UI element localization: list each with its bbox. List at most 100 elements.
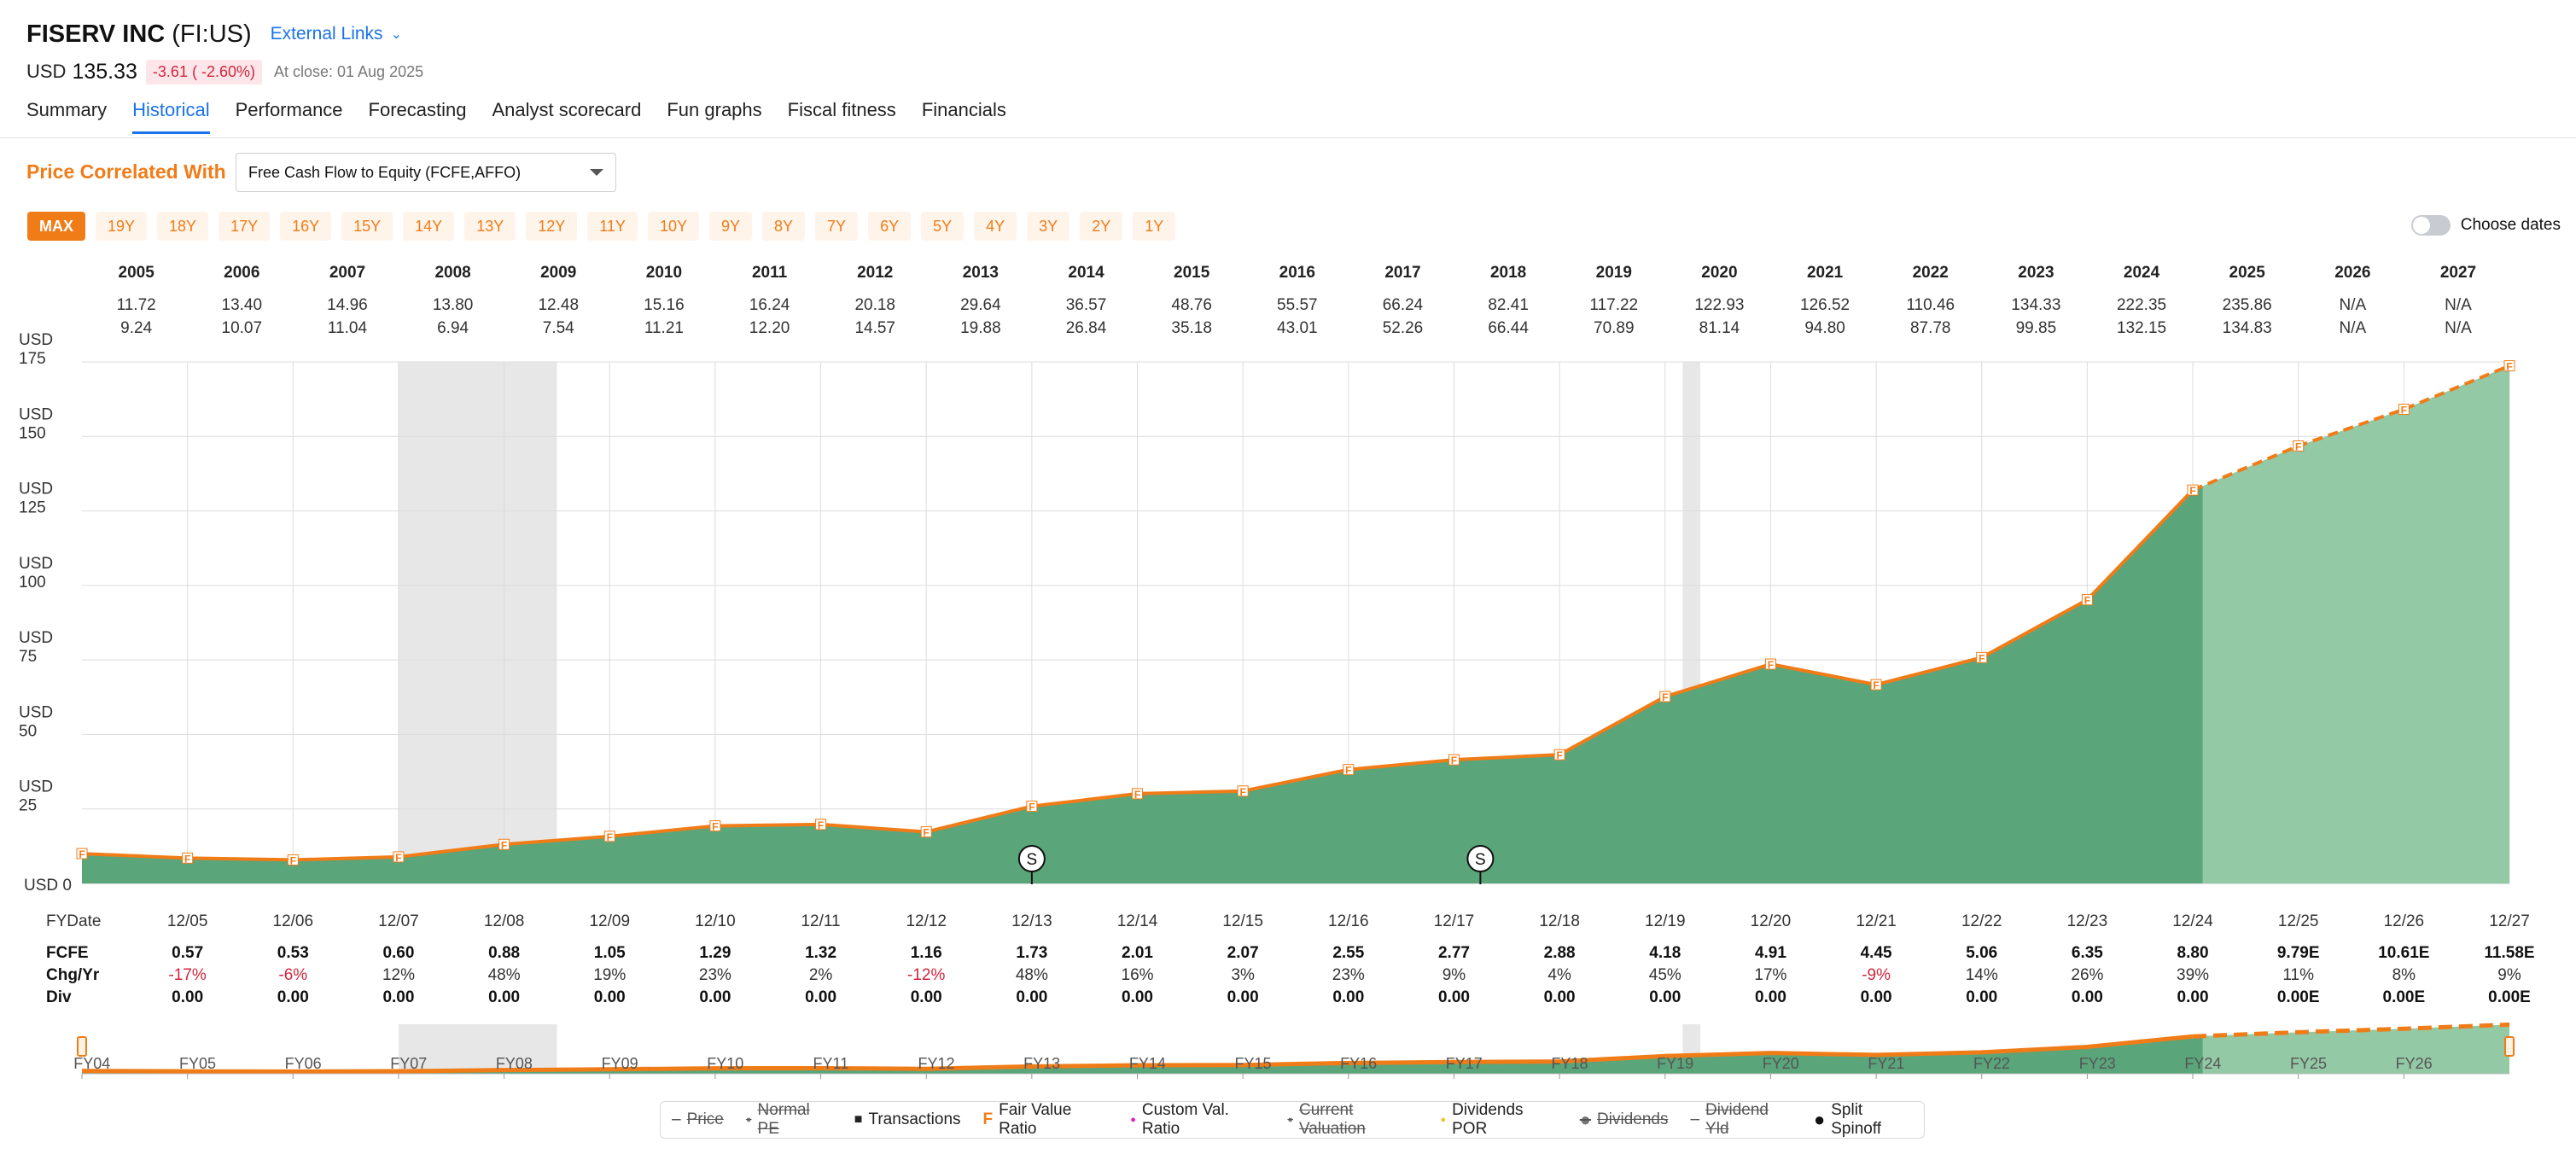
external-links-dropdown[interactable]: External Links ⌄	[271, 24, 402, 44]
fy-row-label: FYDate	[46, 912, 101, 930]
year-column-header: 2021	[1807, 264, 1844, 282]
legend-label: Current Valuation	[1299, 1101, 1366, 1138]
legend-custom-val-ratio[interactable]: ● Custom Val. Ratio	[1130, 1101, 1265, 1139]
fcfe-value: 1.73	[1016, 944, 1047, 962]
price-high-value: 20.18	[854, 296, 895, 314]
price-high-value: 36.57	[1066, 296, 1107, 314]
chg-yr-value: 9%	[1442, 966, 1466, 984]
tab-forecasting[interactable]: Forecasting	[368, 99, 467, 120]
price-high-value: 11.72	[117, 296, 156, 314]
tab-summary[interactable]: Summary	[26, 99, 108, 120]
y-tick-currency: USD	[19, 629, 53, 647]
range-button-19y[interactable]: 19Y	[96, 212, 148, 241]
legend-fair-value-ratio[interactable]: F Fair Value Ratio	[983, 1101, 1109, 1139]
fcfe-value: 2.01	[1122, 944, 1153, 962]
correlation-select[interactable]: Free Cash Flow to Equity (FCFE,AFFO)	[236, 153, 616, 192]
range-button-16y[interactable]: 16Y	[280, 212, 332, 241]
year-column-header: 2012	[857, 264, 893, 282]
tab-fun-graphs[interactable]: Fun graphs	[667, 99, 762, 120]
fair-value-area-estimate	[2202, 365, 2509, 884]
tab-historical[interactable]: Historical	[132, 96, 210, 134]
fy-date-label: 12/14	[1117, 912, 1158, 930]
legend-price[interactable]: – Price	[672, 1110, 724, 1129]
navigator-year-label: FY22	[1973, 1055, 2010, 1072]
price-low-value: 87.78	[1910, 319, 1951, 337]
tab-fiscal-fitness[interactable]: Fiscal fitness	[787, 99, 896, 120]
div-value: 0.00	[699, 988, 731, 1006]
tab-financials[interactable]: Financials	[921, 99, 1006, 120]
range-button-3y[interactable]: 3Y	[1027, 212, 1070, 241]
fy-date-label: 12/24	[2172, 912, 2213, 930]
chg-yr-value: 48%	[1016, 966, 1048, 984]
range-button-14y[interactable]: 14Y	[403, 212, 455, 241]
price-row: USD 135.33 -3.61 ( -2.60%) At close: 01 …	[26, 56, 423, 87]
div-value: 0.00	[172, 988, 203, 1006]
legend-label: Price	[686, 1110, 724, 1128]
div-value: 0.00	[2177, 988, 2209, 1006]
year-column-header: 2013	[963, 264, 999, 282]
range-button-4y[interactable]: 4Y	[974, 212, 1017, 241]
chevron-down-icon: ⌄	[390, 27, 402, 42]
legend-dot-icon: ●	[1440, 1115, 1447, 1125]
range-button-1y[interactable]: 1Y	[1133, 212, 1176, 241]
chg-yr-value: -9%	[1862, 966, 1891, 984]
range-button-11y[interactable]: 11Y	[587, 212, 638, 241]
range-button-13y[interactable]: 13Y	[464, 212, 516, 241]
fy-date-label: 12/27	[2489, 912, 2530, 930]
fy-date-label: 12/18	[1539, 912, 1580, 930]
legend-dividends-por[interactable]: ● Dividends POR	[1440, 1101, 1557, 1139]
range-button-5y[interactable]: 5Y	[921, 212, 965, 241]
legend-dividends[interactable]: ● Dividends	[1580, 1109, 1669, 1131]
range-button-10y[interactable]: 10Y	[647, 212, 699, 241]
range-button-2y[interactable]: 2Y	[1080, 212, 1123, 241]
range-button-9y[interactable]: 9Y	[708, 212, 753, 241]
range-button-18y[interactable]: 18Y	[157, 212, 209, 241]
fcfe-value: 8.80	[2177, 944, 2209, 962]
fair-value-marker	[287, 854, 299, 866]
range-button-max[interactable]: MAX	[27, 212, 85, 241]
legend-current-valuation[interactable]: ● Current Valuation	[1287, 1101, 1418, 1139]
tab-performance[interactable]: Performance	[235, 99, 343, 120]
legend-square-icon: ■	[854, 1112, 863, 1127]
range-button-12y[interactable]: 12Y	[526, 212, 578, 241]
fair-value-marker-label: F	[1873, 679, 1879, 691]
caret-down-icon	[590, 169, 603, 176]
range-button-17y[interactable]: 17Y	[219, 212, 271, 241]
legend-transactions[interactable]: ■ Transactions	[854, 1110, 961, 1129]
range-button-8y[interactable]: 8Y	[762, 212, 806, 241]
fy-date-label: 12/25	[2278, 912, 2319, 930]
range-button-7y[interactable]: 7Y	[815, 212, 859, 241]
navigator-left-handle[interactable]	[77, 1036, 87, 1057]
fair-value-marker-label: F	[1662, 691, 1668, 703]
y-tick-currency: USD	[19, 555, 53, 573]
price-low-value: 14.57	[854, 319, 895, 337]
chg-yr-value: 9%	[2497, 966, 2521, 984]
navigator-right-handle[interactable]	[2504, 1036, 2515, 1057]
div-value: 0.00E	[2383, 988, 2426, 1006]
legend-dividend-yld[interactable]: – Dividend Yld	[1690, 1101, 1791, 1139]
price-high-value: 29.64	[960, 296, 1001, 314]
div-value: 0.00	[277, 988, 309, 1006]
y-tick-label: 175	[19, 350, 46, 368]
range-button-15y[interactable]: 15Y	[341, 212, 393, 241]
fcfe-value: 0.88	[488, 944, 520, 962]
choose-dates-label: Choose dates	[2460, 216, 2561, 234]
chg-yr-value: -6%	[278, 966, 307, 984]
price-high-value: 12.48	[538, 296, 579, 314]
range-button-6y[interactable]: 6Y	[868, 212, 912, 241]
tab-analyst-scorecard[interactable]: Analyst scorecard	[492, 99, 642, 120]
fcfe-row-label: FCFE	[46, 944, 89, 962]
navigator-year-label: FY05	[179, 1055, 216, 1072]
fcfe-value: 4.45	[1861, 944, 1892, 962]
legend-dot-icon: ●	[1130, 1115, 1136, 1125]
legend-split-spinoff[interactable]: ● Split Spinoff	[1814, 1101, 1913, 1139]
navigator-year-label: FY04	[73, 1055, 110, 1072]
legend-normal-pe[interactable]: ● Normal PE	[746, 1101, 832, 1139]
fcfe-value: 2.07	[1227, 944, 1259, 962]
fair-value-marker-label: F	[818, 819, 824, 831]
price-low-value: 9.24	[120, 319, 152, 337]
navigator-year-label: FY20	[1763, 1055, 1799, 1072]
fair-value-marker	[2187, 484, 2199, 496]
choose-dates-toggle[interactable]	[2410, 215, 2451, 236]
